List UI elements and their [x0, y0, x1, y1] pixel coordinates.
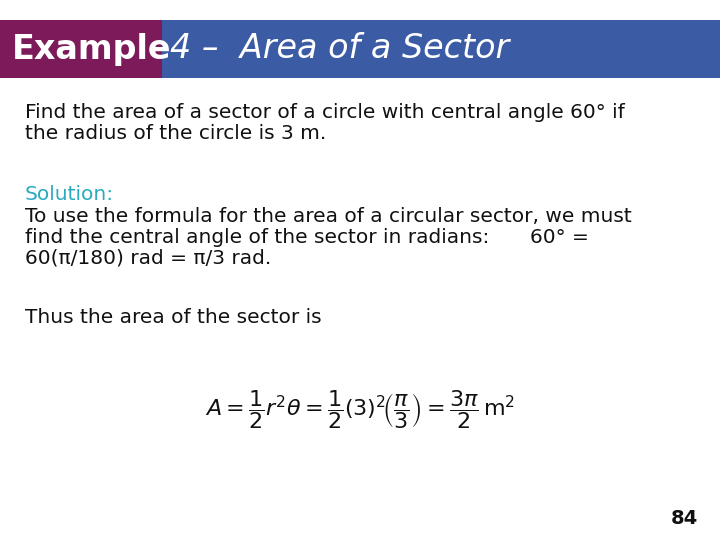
- Text: Example: Example: [12, 32, 171, 65]
- Text: Find the area of a sector of a circle with central angle 60° if: Find the area of a sector of a circle wi…: [25, 103, 625, 122]
- Text: 4 –  Area of a Sector: 4 – Area of a Sector: [170, 32, 509, 65]
- Text: To use the formula for the area of a circular sector, we must: To use the formula for the area of a cir…: [25, 207, 631, 226]
- Text: the radius of the circle is 3 m.: the radius of the circle is 3 m.: [25, 124, 326, 143]
- Text: 84: 84: [671, 509, 698, 528]
- Text: $A = \dfrac{1}{2}r^2\theta = \dfrac{1}{2}(3)^2\!\left(\dfrac{\pi}{3}\right) = \d: $A = \dfrac{1}{2}r^2\theta = \dfrac{1}{2…: [205, 388, 515, 431]
- Text: 60° =: 60° =: [530, 228, 589, 247]
- Text: 60(π/180) rad = π/3 rad.: 60(π/180) rad = π/3 rad.: [25, 249, 271, 268]
- Text: find the central angle of the sector in radians:: find the central angle of the sector in …: [25, 228, 490, 247]
- Text: Solution:: Solution:: [25, 185, 114, 204]
- FancyBboxPatch shape: [0, 20, 720, 78]
- FancyBboxPatch shape: [0, 20, 162, 78]
- Text: Thus the area of the sector is: Thus the area of the sector is: [25, 308, 322, 327]
